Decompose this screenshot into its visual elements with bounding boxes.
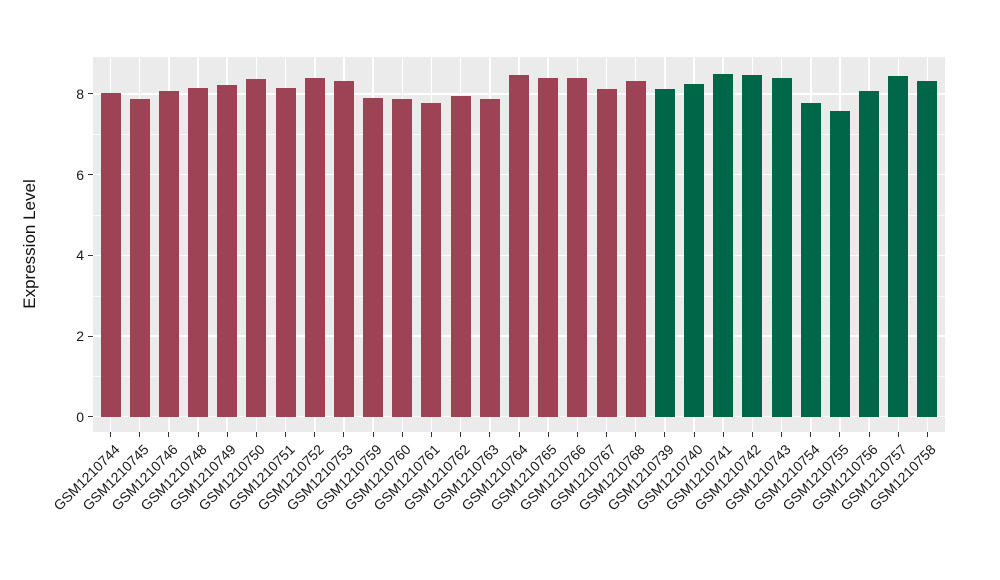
y-tick-label: 8	[76, 85, 84, 102]
x-tick-mark	[110, 432, 111, 437]
bar	[713, 74, 734, 417]
x-tick-mark	[839, 432, 841, 437]
bar	[742, 75, 763, 417]
bar	[421, 102, 442, 417]
bar	[217, 85, 238, 417]
x-tick-mark	[255, 432, 257, 437]
plot-panel	[93, 57, 945, 432]
bar	[363, 98, 384, 417]
bar	[129, 99, 150, 417]
x-tick-mark	[722, 432, 724, 437]
bar	[392, 99, 413, 417]
y-tick-mark	[88, 416, 93, 418]
x-tick-mark	[751, 432, 753, 437]
x-tick-mark	[547, 432, 549, 437]
y-tick-label: 2	[76, 328, 84, 344]
bar	[625, 81, 646, 417]
bar	[654, 88, 675, 417]
bar	[304, 78, 325, 417]
x-tick-mark	[372, 432, 374, 437]
x-tick-mark	[576, 432, 578, 437]
y-axis-title: Expression Level	[20, 179, 39, 309]
x-tick-mark	[664, 432, 666, 437]
bar	[684, 84, 705, 417]
x-tick-mark	[460, 432, 462, 437]
x-tick-mark	[781, 432, 783, 437]
bar	[188, 88, 209, 417]
x-tick-mark	[810, 432, 812, 437]
y-tick-mark	[88, 335, 93, 337]
x-tick-mark	[868, 432, 870, 437]
y-tick-label: 4	[76, 247, 84, 264]
bar	[829, 110, 850, 417]
bar	[888, 75, 909, 417]
x-tick-mark	[401, 432, 403, 437]
x-tick-mark	[168, 432, 170, 437]
x-tick-mark	[197, 432, 199, 437]
bar	[275, 87, 296, 417]
bar	[859, 91, 880, 417]
y-gridline-major	[93, 415, 945, 418]
y-tick-mark	[88, 93, 93, 95]
x-tick-mark	[226, 432, 228, 437]
bar	[450, 95, 471, 417]
x-tick-mark	[635, 432, 637, 437]
y-tick-mark	[88, 254, 93, 256]
y-tick-label: 6	[76, 166, 84, 183]
bar	[596, 89, 617, 417]
bar	[509, 74, 529, 417]
x-tick-mark	[897, 432, 899, 437]
x-tick-mark	[926, 432, 928, 437]
x-tick-mark	[430, 432, 432, 437]
bar	[158, 90, 179, 417]
x-tick-mark	[314, 432, 316, 437]
y-tick-mark	[88, 174, 93, 176]
x-tick-mark	[606, 432, 608, 437]
bar	[100, 93, 121, 417]
bar	[538, 77, 559, 417]
x-tick-mark	[518, 432, 520, 437]
bar	[771, 78, 792, 417]
y-tick-label: 0	[76, 408, 84, 425]
bar	[917, 80, 938, 417]
bar	[246, 78, 267, 417]
x-tick-mark	[285, 432, 287, 437]
x-tick-mark	[343, 432, 345, 437]
x-tick-mark	[489, 432, 491, 437]
bar	[479, 99, 500, 417]
x-tick-mark	[693, 432, 695, 437]
bar	[333, 80, 354, 417]
x-tick-mark	[139, 432, 141, 437]
bar	[800, 102, 821, 417]
bar	[567, 77, 588, 417]
